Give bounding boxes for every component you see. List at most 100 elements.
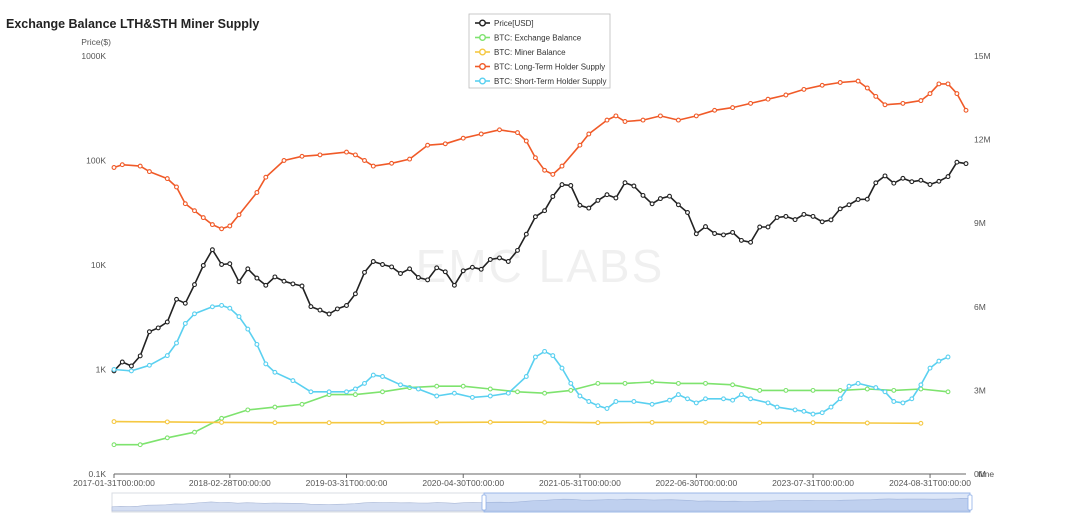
data-point[interactable] bbox=[882, 102, 888, 108]
data-point[interactable] bbox=[945, 81, 951, 87]
data-point[interactable] bbox=[774, 404, 780, 410]
data-point[interactable] bbox=[649, 401, 655, 407]
data-point[interactable] bbox=[219, 262, 225, 267]
data-point[interactable] bbox=[613, 113, 619, 119]
data-point[interactable] bbox=[765, 400, 771, 406]
data-point[interactable] bbox=[245, 407, 251, 413]
data-point[interactable] bbox=[649, 201, 655, 207]
data-point[interactable] bbox=[963, 161, 969, 167]
data-point[interactable] bbox=[487, 393, 493, 399]
data-point[interactable] bbox=[236, 212, 242, 218]
data-point[interactable] bbox=[819, 410, 825, 416]
data-point[interactable] bbox=[613, 195, 619, 201]
data-point[interactable] bbox=[146, 169, 152, 175]
data-point[interactable] bbox=[164, 435, 170, 441]
data-point[interactable] bbox=[810, 420, 816, 426]
legend-item[interactable]: Price[USD] bbox=[475, 19, 534, 28]
data-point[interactable] bbox=[362, 269, 367, 275]
data-point[interactable] bbox=[828, 217, 834, 223]
data-point[interactable] bbox=[801, 211, 807, 217]
data-point[interactable] bbox=[721, 396, 726, 402]
data-point[interactable] bbox=[380, 389, 385, 395]
data-point[interactable] bbox=[657, 196, 663, 202]
data-point[interactable] bbox=[577, 202, 583, 208]
data-point[interactable] bbox=[352, 152, 358, 158]
data-point[interactable] bbox=[595, 420, 601, 426]
data-point[interactable] bbox=[415, 386, 421, 392]
data-point[interactable] bbox=[146, 329, 152, 335]
data-point[interactable] bbox=[622, 119, 628, 124]
data-point[interactable] bbox=[595, 403, 601, 409]
data-point[interactable] bbox=[568, 380, 574, 386]
data-point[interactable] bbox=[192, 208, 197, 214]
data-point[interactable] bbox=[182, 201, 188, 207]
data-point[interactable] bbox=[891, 399, 897, 404]
data-point[interactable] bbox=[362, 380, 367, 386]
data-point[interactable] bbox=[613, 399, 619, 404]
data-point[interactable] bbox=[550, 194, 556, 199]
data-zoom-left-handle[interactable] bbox=[481, 494, 487, 511]
data-point[interactable] bbox=[515, 389, 520, 395]
data-point[interactable] bbox=[730, 105, 736, 111]
data-point[interactable] bbox=[542, 167, 548, 173]
data-point[interactable] bbox=[425, 142, 431, 148]
data-point[interactable] bbox=[290, 281, 296, 287]
data-point[interactable] bbox=[542, 208, 548, 214]
data-point[interactable] bbox=[685, 210, 690, 215]
data-point[interactable] bbox=[263, 361, 269, 367]
data-point[interactable] bbox=[900, 175, 906, 181]
data-point[interactable] bbox=[299, 283, 305, 289]
data-point[interactable] bbox=[290, 378, 296, 384]
data-point[interactable] bbox=[532, 354, 538, 360]
data-point[interactable] bbox=[577, 142, 583, 148]
data-point[interactable] bbox=[362, 158, 367, 163]
data-point[interactable] bbox=[559, 182, 565, 188]
data-point[interactable] bbox=[936, 358, 942, 364]
data-point[interactable] bbox=[200, 215, 206, 221]
data-point[interactable] bbox=[640, 192, 646, 198]
legend-item[interactable]: BTC: Miner Balance bbox=[475, 48, 566, 57]
data-point[interactable] bbox=[344, 149, 349, 155]
data-point[interactable] bbox=[568, 183, 574, 188]
data-point[interactable] bbox=[657, 113, 663, 119]
legend[interactable]: Price[USD] BTC: Exchange Balance BTC: Mine… bbox=[468, 13, 611, 89]
data-point[interactable] bbox=[245, 326, 251, 332]
data-point[interactable] bbox=[873, 180, 879, 186]
data-point[interactable] bbox=[254, 275, 260, 281]
data-point[interactable] bbox=[954, 91, 960, 97]
data-point[interactable] bbox=[703, 419, 708, 425]
data-point[interactable] bbox=[326, 420, 332, 426]
data-point[interactable] bbox=[263, 282, 269, 288]
data-point[interactable] bbox=[137, 163, 143, 169]
data-point[interactable] bbox=[810, 213, 816, 219]
data-point[interactable] bbox=[595, 197, 601, 203]
data-point[interactable] bbox=[119, 359, 125, 365]
data-point[interactable] bbox=[434, 419, 440, 425]
data-point[interactable] bbox=[730, 229, 736, 235]
data-point[interactable] bbox=[757, 387, 763, 393]
data-point[interactable] bbox=[192, 282, 197, 288]
data-point[interactable] bbox=[810, 411, 816, 417]
data-point[interactable] bbox=[918, 382, 924, 388]
legend-item[interactable]: BTC: Short-Term Holder Supply bbox=[475, 77, 606, 86]
data-zoom-slider[interactable] bbox=[111, 492, 973, 513]
data-point[interactable] bbox=[542, 419, 548, 425]
data-point[interactable] bbox=[209, 222, 215, 228]
data-point[interactable] bbox=[604, 117, 610, 123]
data-point[interactable] bbox=[317, 152, 323, 158]
data-point[interactable] bbox=[236, 279, 242, 285]
data-point[interactable] bbox=[442, 269, 448, 275]
data-point[interactable] bbox=[487, 419, 493, 425]
data-point[interactable] bbox=[182, 321, 188, 326]
legend-item[interactable]: BTC: Exchange Balance bbox=[475, 34, 582, 43]
data-point[interactable] bbox=[640, 117, 646, 123]
data-point[interactable] bbox=[550, 353, 556, 359]
data-zoom-right-handle[interactable] bbox=[967, 494, 973, 511]
data-point[interactable] bbox=[155, 325, 161, 331]
data-point[interactable] bbox=[693, 113, 699, 119]
data-point[interactable] bbox=[748, 396, 754, 402]
data-point[interactable] bbox=[164, 176, 170, 182]
data-point[interactable] bbox=[326, 311, 332, 317]
data-point[interactable] bbox=[963, 107, 969, 113]
data-point[interactable] bbox=[783, 387, 789, 393]
